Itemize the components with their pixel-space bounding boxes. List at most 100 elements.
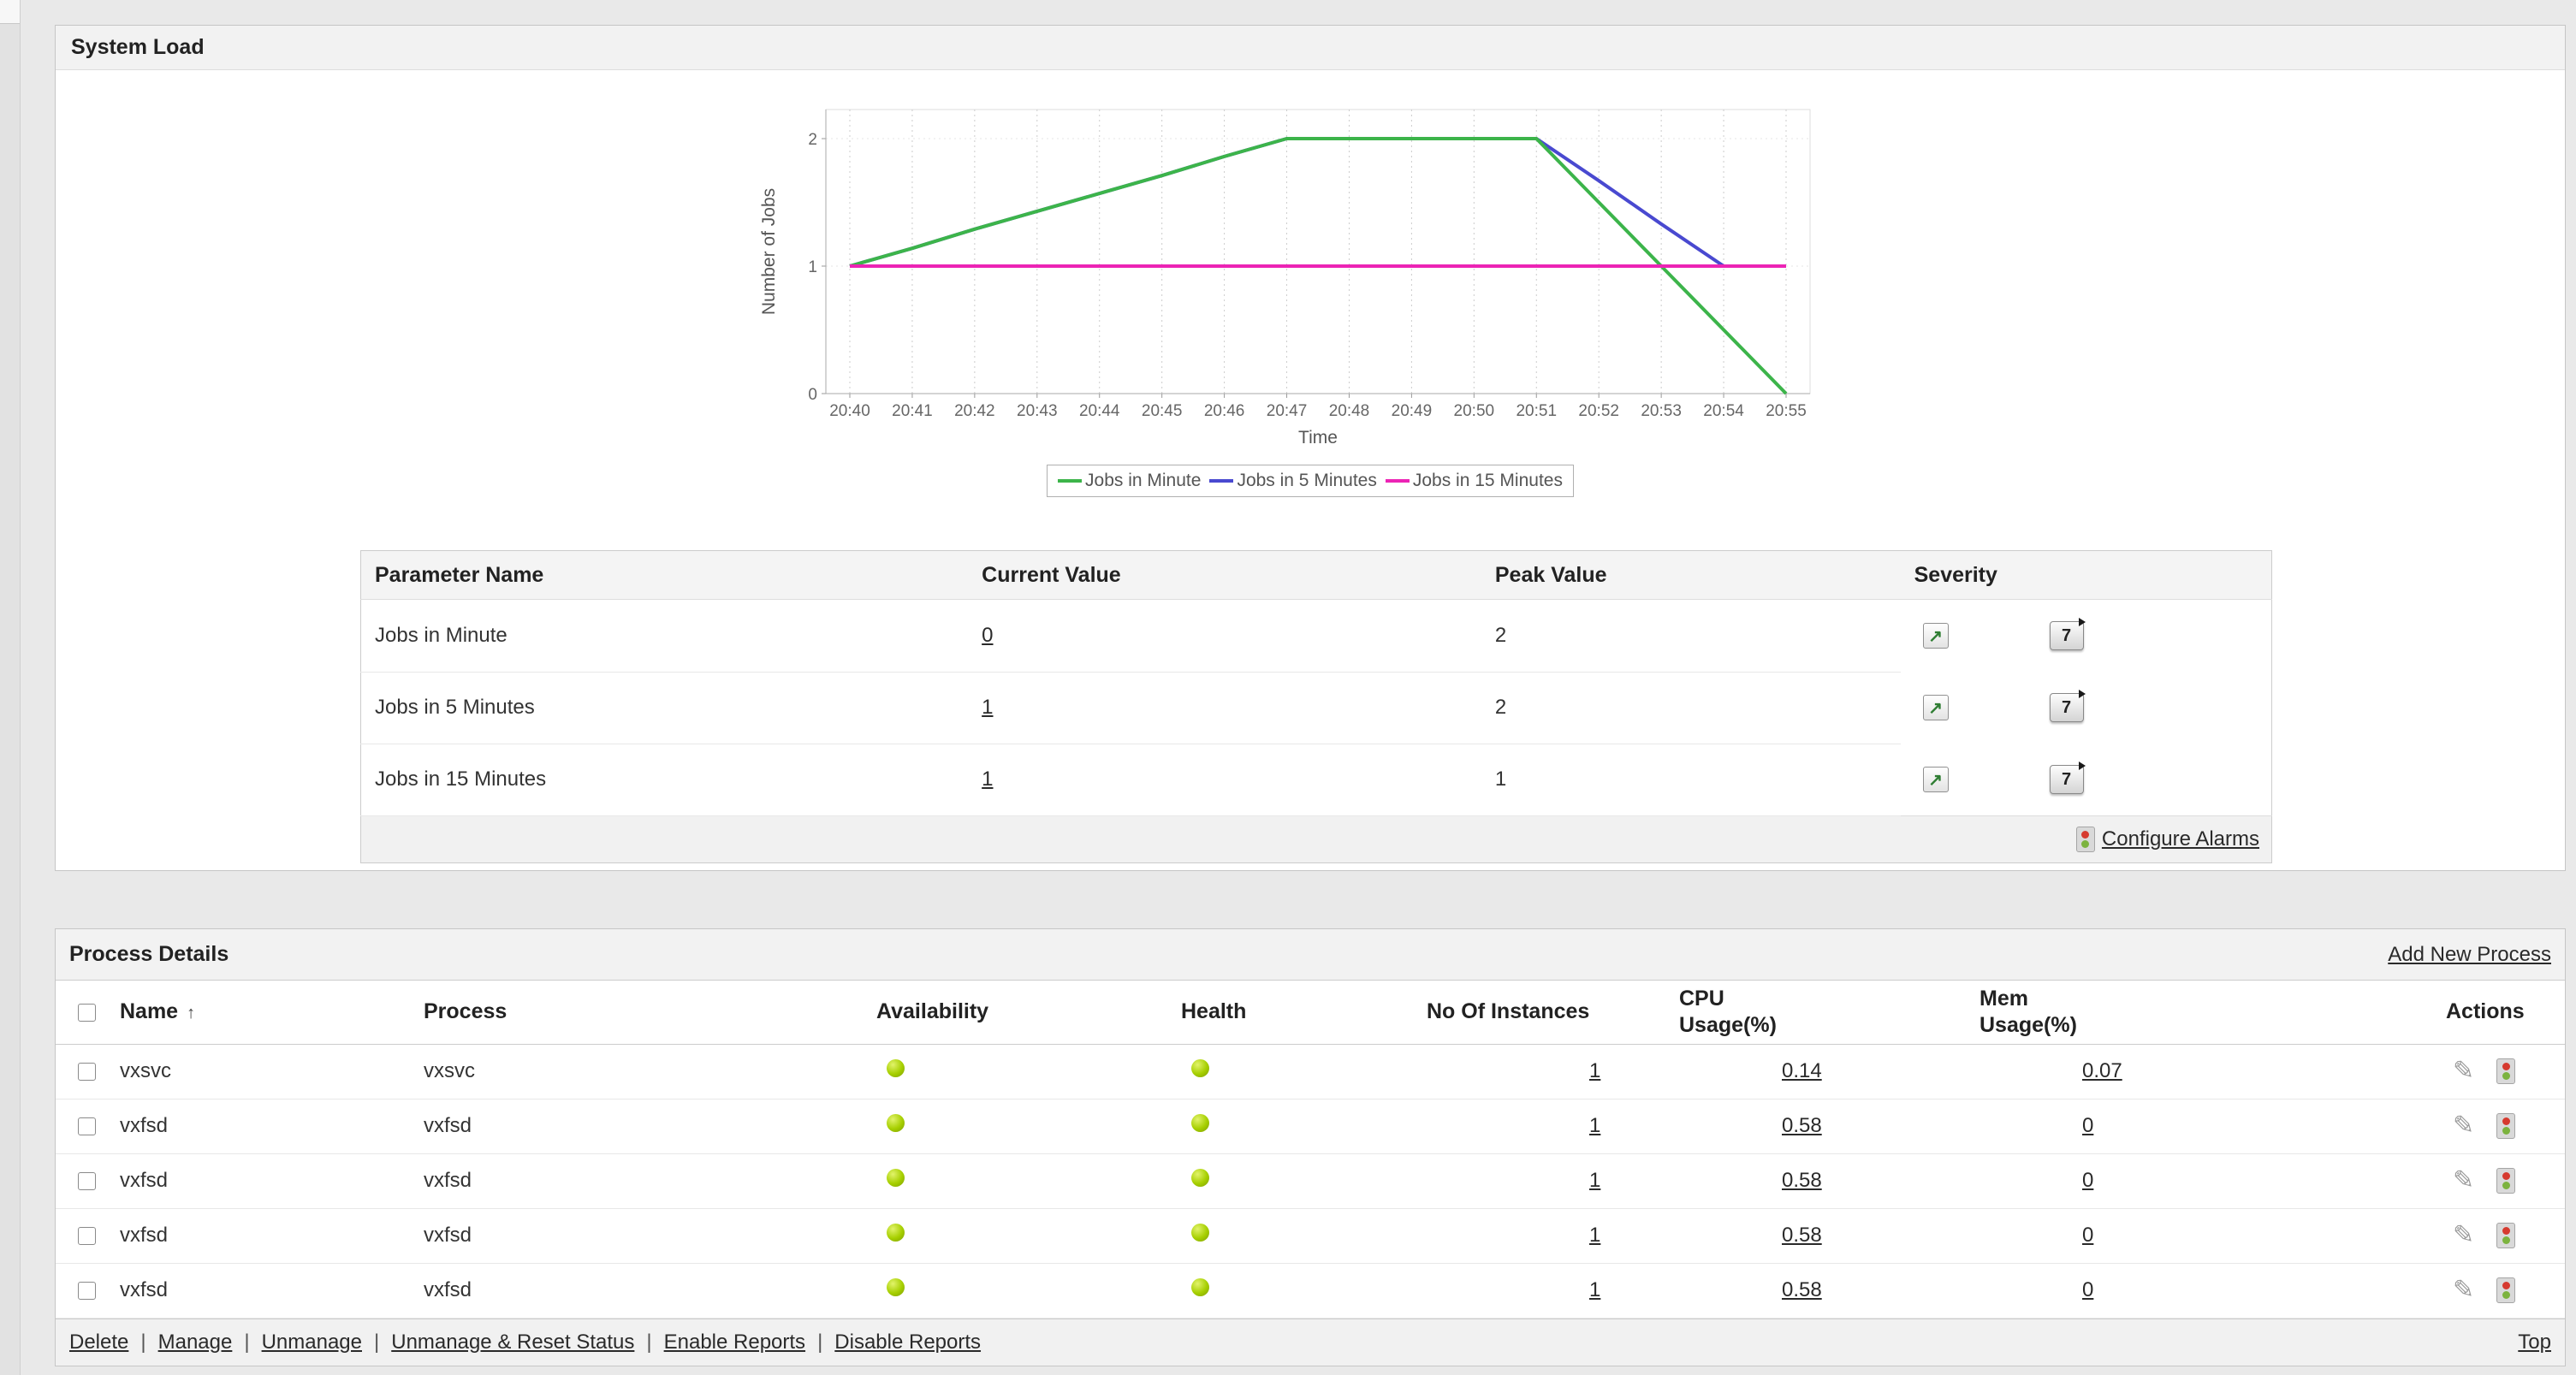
instances-link[interactable]: 1 [1589,1224,1601,1247]
red-dot [2502,1227,2510,1235]
mem-usage-link[interactable]: 0 [2082,1114,2094,1137]
manage-link[interactable]: Manage [157,1330,233,1354]
row-checkbox[interactable] [78,1282,96,1301]
svg-text:20:53: 20:53 [1641,402,1682,420]
process-name: vxfsd [120,1263,424,1319]
cpu-usage-link[interactable]: 0.14 [1782,1059,1822,1082]
current-value-link[interactable]: 1 [982,768,994,791]
col-severity: Severity [1900,550,2272,600]
history-7-days-button[interactable]: 7 [2049,762,2086,794]
green-dot [2502,1072,2510,1080]
availability-status-icon[interactable] [887,1169,905,1187]
cpu-usage-link[interactable]: 0.58 [1782,1224,1822,1247]
col-actions: Actions [2391,981,2565,1045]
traffic-light-icon[interactable] [2496,1168,2516,1194]
parameter-name: Jobs in 5 Minutes [360,672,969,744]
configure-alarms-link[interactable]: Configure Alarms [2101,827,2259,850]
instances-link[interactable]: 1 [1589,1169,1601,1192]
svg-text:20:48: 20:48 [1329,402,1370,420]
health-status-icon[interactable] [1191,1224,1209,1242]
mem-usage-link[interactable]: 0 [2082,1278,2094,1301]
availability-status-icon[interactable] [887,1224,905,1242]
jobs-line-chart: 20:40 20:41 20:42 20:43 20:44 20:45 20:46 20:47… [759,109,1811,447]
row-checkbox[interactable] [78,1227,96,1246]
cpu-usage-link[interactable]: 0.58 [1782,1169,1822,1192]
legend-item: Jobs in 5 Minutes [1209,471,1377,491]
availability-status-icon[interactable] [887,1059,905,1077]
edit-pencil-icon[interactable]: ✎ [2453,1111,2475,1140]
green-dot [2502,1182,2510,1189]
top-link[interactable]: Top [2518,1330,2551,1354]
enable-reports-link[interactable]: Enable Reports [663,1330,806,1354]
svg-text:20:40: 20:40 [829,402,870,420]
peak-value: 2 [1481,672,1901,744]
col-peak-value: Peak Value [1481,550,1901,600]
current-value-link[interactable]: 1 [982,696,994,719]
edit-pencil-icon[interactable]: ✎ [2453,1221,2475,1249]
table-row: Jobs in 15 Minutes 1 1 ↗ 7 [360,744,2272,816]
cpu-usage-link[interactable]: 0.58 [1782,1114,1822,1137]
instances-link[interactable]: 1 [1589,1114,1601,1137]
current-value-link[interactable]: 0 [982,623,994,647]
instances-link[interactable]: 1 [1589,1278,1601,1301]
mem-usage-link[interactable]: 0 [2082,1169,2094,1192]
traffic-light-icon[interactable] [2496,1113,2516,1139]
red-dot [2502,1063,2510,1070]
legend-item: Jobs in Minute [1058,471,1201,491]
severity-status-icon[interactable]: ↗ [1922,695,1949,720]
table-row: Jobs in Minute 0 2 ↗ 7 [360,599,2272,673]
severity-arrow-glyph: ↗ [1928,770,1943,790]
process-name: vxfsd [120,1208,424,1264]
legend-swatch [1385,479,1410,483]
select-all-checkbox[interactable] [78,1004,96,1022]
availability-status-icon[interactable] [887,1278,905,1296]
severity-status-icon[interactable]: ↗ [1922,623,1949,649]
delete-link[interactable]: Delete [69,1330,129,1354]
health-status-icon[interactable] [1191,1059,1209,1077]
row-checkbox[interactable] [78,1063,96,1082]
traffic-light-icon[interactable] [2496,1277,2516,1303]
add-new-process-link[interactable]: Add New Process [2388,942,2551,966]
edit-pencil-icon[interactable]: ✎ [2453,1166,2475,1194]
edit-pencil-icon[interactable]: ✎ [2453,1057,2475,1085]
green-dot [2081,840,2090,848]
svg-text:20:51: 20:51 [1516,402,1557,420]
row-checkbox[interactable] [78,1172,96,1191]
process-row: vxsvc vxsvc 1 0.14 0.07 ✎ [56,1044,2565,1099]
disable-reports-link[interactable]: Disable Reports [834,1330,982,1354]
process-cmd: vxfsd [424,1208,876,1264]
history-7-days-button[interactable]: 7 [2049,618,2086,650]
history-7-days-button[interactable]: 7 [2049,690,2086,722]
svg-text:20:41: 20:41 [892,402,933,420]
svg-text:20:46: 20:46 [1204,402,1245,420]
traffic-light-icon[interactable] [2496,1223,2516,1248]
instances-link[interactable]: 1 [1589,1059,1601,1082]
cpu-usage-link[interactable]: 0.58 [1782,1278,1822,1301]
health-status-icon[interactable] [1191,1169,1209,1187]
severity-status-icon[interactable]: ↗ [1922,767,1949,792]
unmanage-reset-status-link[interactable]: Unmanage & Reset Status [391,1330,635,1354]
health-status-icon[interactable] [1191,1278,1209,1296]
system-load-chart-area: 20:40 20:41 20:42 20:43 20:44 20:45 20:46 20:47… [56,96,2565,497]
legend-swatch [1058,479,1083,483]
availability-status-icon[interactable] [887,1114,905,1132]
traffic-light-icon[interactable] [2496,1058,2516,1084]
red-dot [2081,831,2090,839]
unmanage-link[interactable]: Unmanage [261,1330,362,1354]
svg-text:20:55: 20:55 [1766,402,1807,420]
green-dot [2502,1236,2510,1244]
chart-legend: Jobs in Minute Jobs in 5 Minutes Jobs in 1… [1047,465,1574,497]
mem-usage-link[interactable]: 0.07 [2082,1059,2122,1082]
peak-value: 1 [1481,744,1901,816]
mem-usage-link[interactable]: 0 [2082,1224,2094,1247]
chart-legend-row: Jobs in Minute Jobs in 5 Minutes Jobs in 1… [56,465,2565,497]
sort-asc-icon[interactable]: ↑ [187,1004,196,1023]
system-load-panel: System Load 20:40 20:41 20:42 20:43 20:44 20:… [55,25,2566,871]
arrow-icon [2078,762,2086,770]
param-table-header-row: Parameter Name Current Value Peak Value … [360,550,2272,600]
svg-text:Time: Time [1298,428,1338,447]
history-7-label: 7 [2062,625,2072,645]
row-checkbox[interactable] [78,1117,96,1136]
health-status-icon[interactable] [1191,1114,1209,1132]
edit-pencil-icon[interactable]: ✎ [2453,1276,2475,1304]
